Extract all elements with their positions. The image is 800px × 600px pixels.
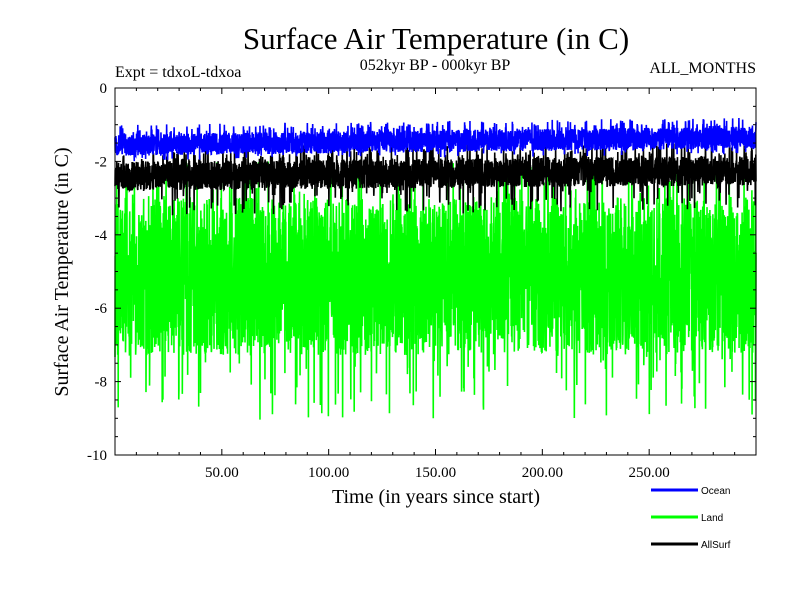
series-land — [114, 160, 757, 420]
chart-title: Surface Air Temperature (in C) — [243, 21, 629, 56]
y-tick-label: -2 — [95, 154, 108, 170]
y-tick-label: -4 — [95, 228, 108, 244]
x-tick-label: 250.00 — [629, 465, 670, 481]
x-axis-label: Time (in years since start) — [332, 486, 540, 508]
x-tick-label: 100.00 — [308, 465, 349, 481]
time-range-label: 052kyr BP - 000kyr BP — [360, 57, 511, 74]
y-tick-label: 0 — [100, 81, 108, 97]
x-ticks: 50.00 100.00 150.00 200.00 250.00 — [135, 88, 736, 481]
y-tick-label: -6 — [95, 301, 108, 317]
y-tick-label: -8 — [95, 375, 108, 391]
y-ticks: 0 -2 -4 -6 -8 -10 — [87, 81, 756, 464]
series-ocean — [114, 118, 757, 162]
y-axis-label: Surface Air Temperature (in C) — [51, 147, 73, 396]
legend-label-allsurf: AllSurf — [701, 540, 731, 551]
legend-label-land: Land — [701, 513, 723, 524]
legend: Ocean Land AllSurf — [651, 486, 731, 551]
months-label: ALL_MONTHS — [649, 60, 756, 77]
series-line-land — [114, 160, 757, 420]
series-allsurf — [114, 142, 757, 216]
x-tick-label: 150.00 — [415, 465, 456, 481]
series-line-ocean — [114, 118, 757, 162]
experiment-label: Expt = tdxoL-tdxoa — [115, 64, 241, 81]
x-tick-label: 200.00 — [522, 465, 563, 481]
plot-area: 50.00 100.00 150.00 200.00 250.00 0 -2 -4 -6 -8 -… — [87, 81, 757, 481]
y-tick-label: -10 — [87, 448, 107, 464]
series-line-allsurf — [114, 142, 757, 216]
legend-label-ocean: Ocean — [701, 486, 730, 497]
x-tick-label: 50.00 — [205, 465, 239, 481]
